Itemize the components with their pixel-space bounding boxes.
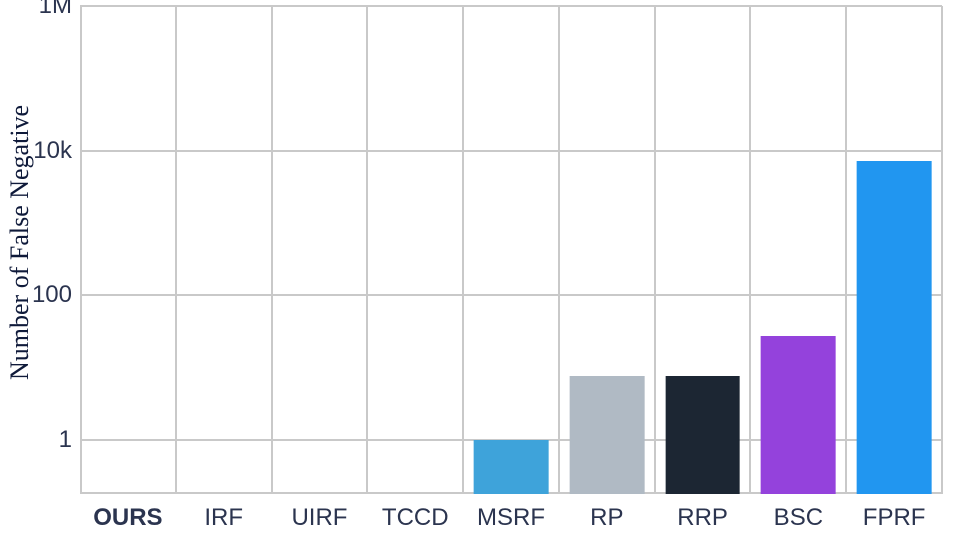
y-tick-label: 1M [39,0,80,20]
x-tick-label: MSRF [477,494,545,532]
x-tick-label: BSC [774,494,823,532]
y-tick-label: 100 [32,281,80,309]
bar-slot: UIRF [272,6,368,494]
bar-slot: RP [559,6,655,494]
bar-slot: BSC [750,6,846,494]
bars-container: OURSIRFUIRFTCCDMSRFRPRRPBSCFPRF [80,6,942,494]
bar-slot: IRF [176,6,272,494]
bar-slot: OURS [80,6,176,494]
bar-chart: Number of False Negative 110010k1M OURSI… [0,0,960,540]
x-tick-label: FPRF [863,494,926,532]
plot-area: 110010k1M OURSIRFUIRFTCCDMSRFRPRRPBSCFPR… [80,6,942,494]
y-tick-label: 1 [59,426,80,454]
x-tick-label: OURS [93,494,162,532]
bar [474,440,549,494]
bar-slot: TCCD [367,6,463,494]
x-tick-label: TCCD [382,494,449,532]
x-tick-label: IRF [204,494,243,532]
y-tick-label: 10k [33,137,80,165]
bar-slot: FPRF [846,6,942,494]
bar-slot: MSRF [463,6,559,494]
x-tick-label: RP [590,494,623,532]
bar [857,161,932,494]
bar-slot: RRP [655,6,751,494]
x-tick-label: RRP [677,494,728,532]
bar [665,376,740,494]
bar [761,336,836,494]
bar [569,376,644,494]
x-tick-label: UIRF [291,494,347,532]
y-axis-label: Number of False Negative [5,120,35,380]
